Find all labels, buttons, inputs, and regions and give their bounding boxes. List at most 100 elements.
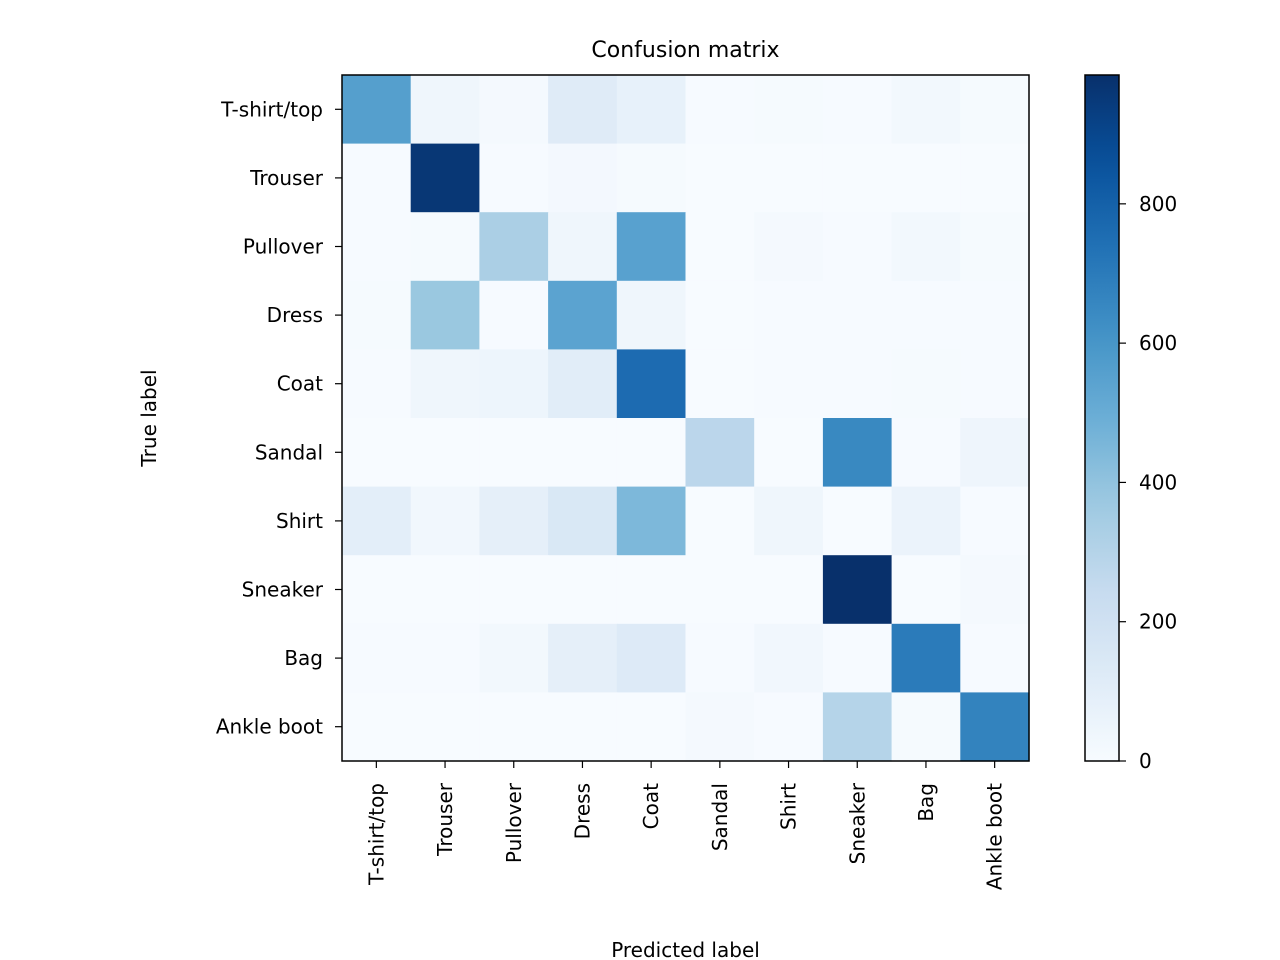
heatmap-cell: [616, 418, 687, 488]
heatmap-cell: [822, 280, 893, 350]
heatmap-cells: [342, 75, 1030, 762]
x-tick-label: Shirt: [777, 783, 801, 830]
heatmap-cell: [960, 143, 1030, 213]
heatmap-cell: [479, 349, 549, 419]
heatmap-cell: [891, 555, 961, 625]
heatmap-cell: [960, 280, 1030, 350]
x-tick-label: Bag: [914, 783, 938, 822]
y-tick-label: Pullover: [243, 235, 324, 259]
heatmap-cell: [548, 555, 618, 625]
heatmap-cell: [960, 486, 1030, 556]
heatmap-cell: [754, 555, 824, 625]
y-tick-label: Trouser: [249, 166, 324, 190]
heatmap-cell: [548, 692, 618, 762]
heatmap-cell: [410, 555, 480, 625]
heatmap-cell: [342, 692, 412, 762]
heatmap-cell: [479, 212, 549, 282]
heatmap-cell: [822, 418, 893, 488]
colorbar: [1084, 74, 1120, 762]
heatmap-cell: [410, 486, 480, 556]
heatmap-cell: [548, 212, 618, 282]
heatmap-cell: [479, 75, 549, 145]
heatmap-cell: [685, 349, 755, 419]
heatmap-cell: [342, 623, 412, 693]
heatmap-cell: [685, 75, 755, 145]
y-tick-label: Dress: [267, 303, 323, 327]
heatmap-cell: [754, 418, 824, 488]
x-axis-label: Predicted label: [611, 938, 760, 960]
plot-frame: [341, 74, 1030, 762]
heatmap-cell: [342, 555, 412, 625]
heatmap-cell: [548, 486, 618, 556]
heatmap-cell: [410, 75, 480, 145]
heatmap-cell: [616, 75, 687, 145]
heatmap-cell: [410, 212, 480, 282]
x-tick-label: Trouser: [433, 782, 457, 857]
heatmap-cell: [960, 418, 1030, 488]
colorbar-tick-label: 0: [1139, 749, 1152, 773]
heatmap-cell: [410, 623, 480, 693]
heatmap-cell: [410, 349, 480, 419]
x-tick-label: Sneaker: [845, 782, 869, 864]
heatmap-cell: [822, 349, 893, 419]
x-tick-label: Sandal: [708, 783, 732, 851]
heatmap-cell: [616, 349, 687, 419]
heatmap-cell: [342, 418, 412, 488]
heatmap-cell: [410, 280, 480, 350]
y-tick-label: Coat: [277, 372, 323, 396]
colorbar-ticks: 0 200 400 600 800: [1119, 192, 1177, 773]
heatmap-cell: [616, 280, 687, 350]
heatmap-cell: [479, 280, 549, 350]
heatmap-cell: [616, 692, 687, 762]
heatmap-cell: [754, 75, 824, 145]
heatmap-cell: [891, 143, 961, 213]
heatmap-cell: [754, 280, 824, 350]
y-tick-label: T-shirt/top: [220, 97, 323, 121]
heatmap-cell: [960, 75, 1030, 145]
heatmap-cell: [685, 486, 755, 556]
y-tick-label: Bag: [284, 646, 323, 670]
heatmap-cell: [754, 486, 824, 556]
y-tick-label: Shirt: [276, 509, 323, 533]
heatmap-cell: [891, 623, 961, 693]
heatmap-cell: [822, 143, 893, 213]
heatmap-cell: [548, 143, 618, 213]
heatmap-cell: [822, 486, 893, 556]
heatmap-cell: [548, 418, 618, 488]
heatmap-cell: [685, 212, 755, 282]
heatmap-cell: [479, 486, 549, 556]
y-tick-label: Sneaker: [242, 578, 324, 602]
x-tick-label: T-shirt/top: [364, 783, 388, 886]
heatmap-cell: [479, 555, 549, 625]
heatmap-cell: [342, 280, 412, 350]
heatmap-cell: [960, 349, 1030, 419]
heatmap-cell: [410, 143, 480, 213]
heatmap-cell: [960, 212, 1030, 282]
x-axis-ticks: T-shirt/top Trouser Pullover Dress Coat Sanda…: [364, 761, 1007, 890]
heatmap-cell: [342, 143, 412, 213]
chart-title: Confusion matrix: [591, 38, 779, 63]
heatmap-cell: [822, 692, 893, 762]
heatmap-cell: [616, 623, 687, 693]
heatmap-cell: [822, 555, 893, 625]
heatmap-cell: [960, 623, 1030, 693]
heatmap-cell: [342, 212, 412, 282]
heatmap-cell: [616, 486, 687, 556]
y-tick-label: Ankle boot: [216, 715, 323, 739]
heatmap-cell: [479, 623, 549, 693]
colorbar-tick-label: 800: [1139, 192, 1177, 216]
heatmap-cell: [754, 623, 824, 693]
heatmap-cell: [479, 418, 549, 488]
heatmap-cell: [891, 692, 961, 762]
heatmap-cell: [479, 692, 549, 762]
heatmap-cell: [685, 143, 755, 213]
heatmap-cell: [548, 280, 618, 350]
heatmap-cell: [754, 692, 824, 762]
x-tick-label: Pullover: [502, 782, 526, 863]
heatmap-cell: [891, 75, 961, 145]
x-tick-label: Ankle boot: [983, 783, 1007, 890]
heatmap-cell: [891, 486, 961, 556]
heatmap-cell: [548, 623, 618, 693]
heatmap-cell: [822, 75, 893, 145]
